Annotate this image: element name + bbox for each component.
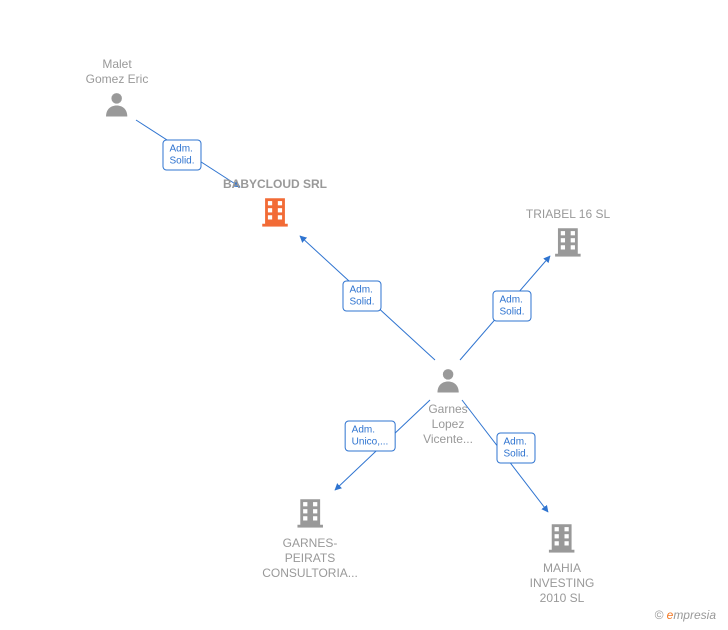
node-label: MAHIA INVESTING 2010 SL (530, 561, 595, 606)
edge-label: Adm. Solid. (162, 140, 201, 171)
node-mahia[interactable]: MAHIA INVESTING 2010 SL (530, 520, 595, 608)
node-garnesp[interactable]: GARNES- PEIRATS CONSULTORIA... (262, 495, 358, 583)
brand-rest: mpresia (673, 608, 716, 622)
company-icon (551, 224, 585, 258)
node-label: BABYCLOUD SRL (223, 177, 327, 192)
person-icon (102, 89, 132, 119)
node-label: GARNES- PEIRATS CONSULTORIA... (262, 536, 358, 581)
company-icon (545, 520, 579, 554)
edge-label: Adm. Solid. (492, 291, 531, 322)
node-label: TRIABEL 16 SL (526, 207, 610, 222)
person-icon (433, 365, 463, 395)
company-icon (293, 495, 327, 529)
node-label: Malet Gomez Eric (86, 57, 149, 87)
copyright: © empresia (654, 608, 716, 622)
edge-label: Adm. Unico,... (345, 421, 396, 452)
edge-label: Adm. Solid. (496, 433, 535, 464)
company-icon (258, 194, 292, 228)
node-label: Garnes Lopez Vicente... (423, 402, 473, 447)
edge-label: Adm. Solid. (342, 281, 381, 312)
node-babycloud[interactable]: BABYCLOUD SRL (223, 175, 327, 233)
node-garnes[interactable]: Garnes Lopez Vicente... (423, 365, 473, 449)
node-malet[interactable]: Malet Gomez Eric (86, 55, 149, 124)
network-diagram: Adm. Solid. Adm. Solid. Adm. Solid. Adm. Un… (0, 0, 728, 630)
copyright-symbol: © (654, 608, 663, 622)
node-triabel[interactable]: TRIABEL 16 SL (526, 205, 610, 263)
